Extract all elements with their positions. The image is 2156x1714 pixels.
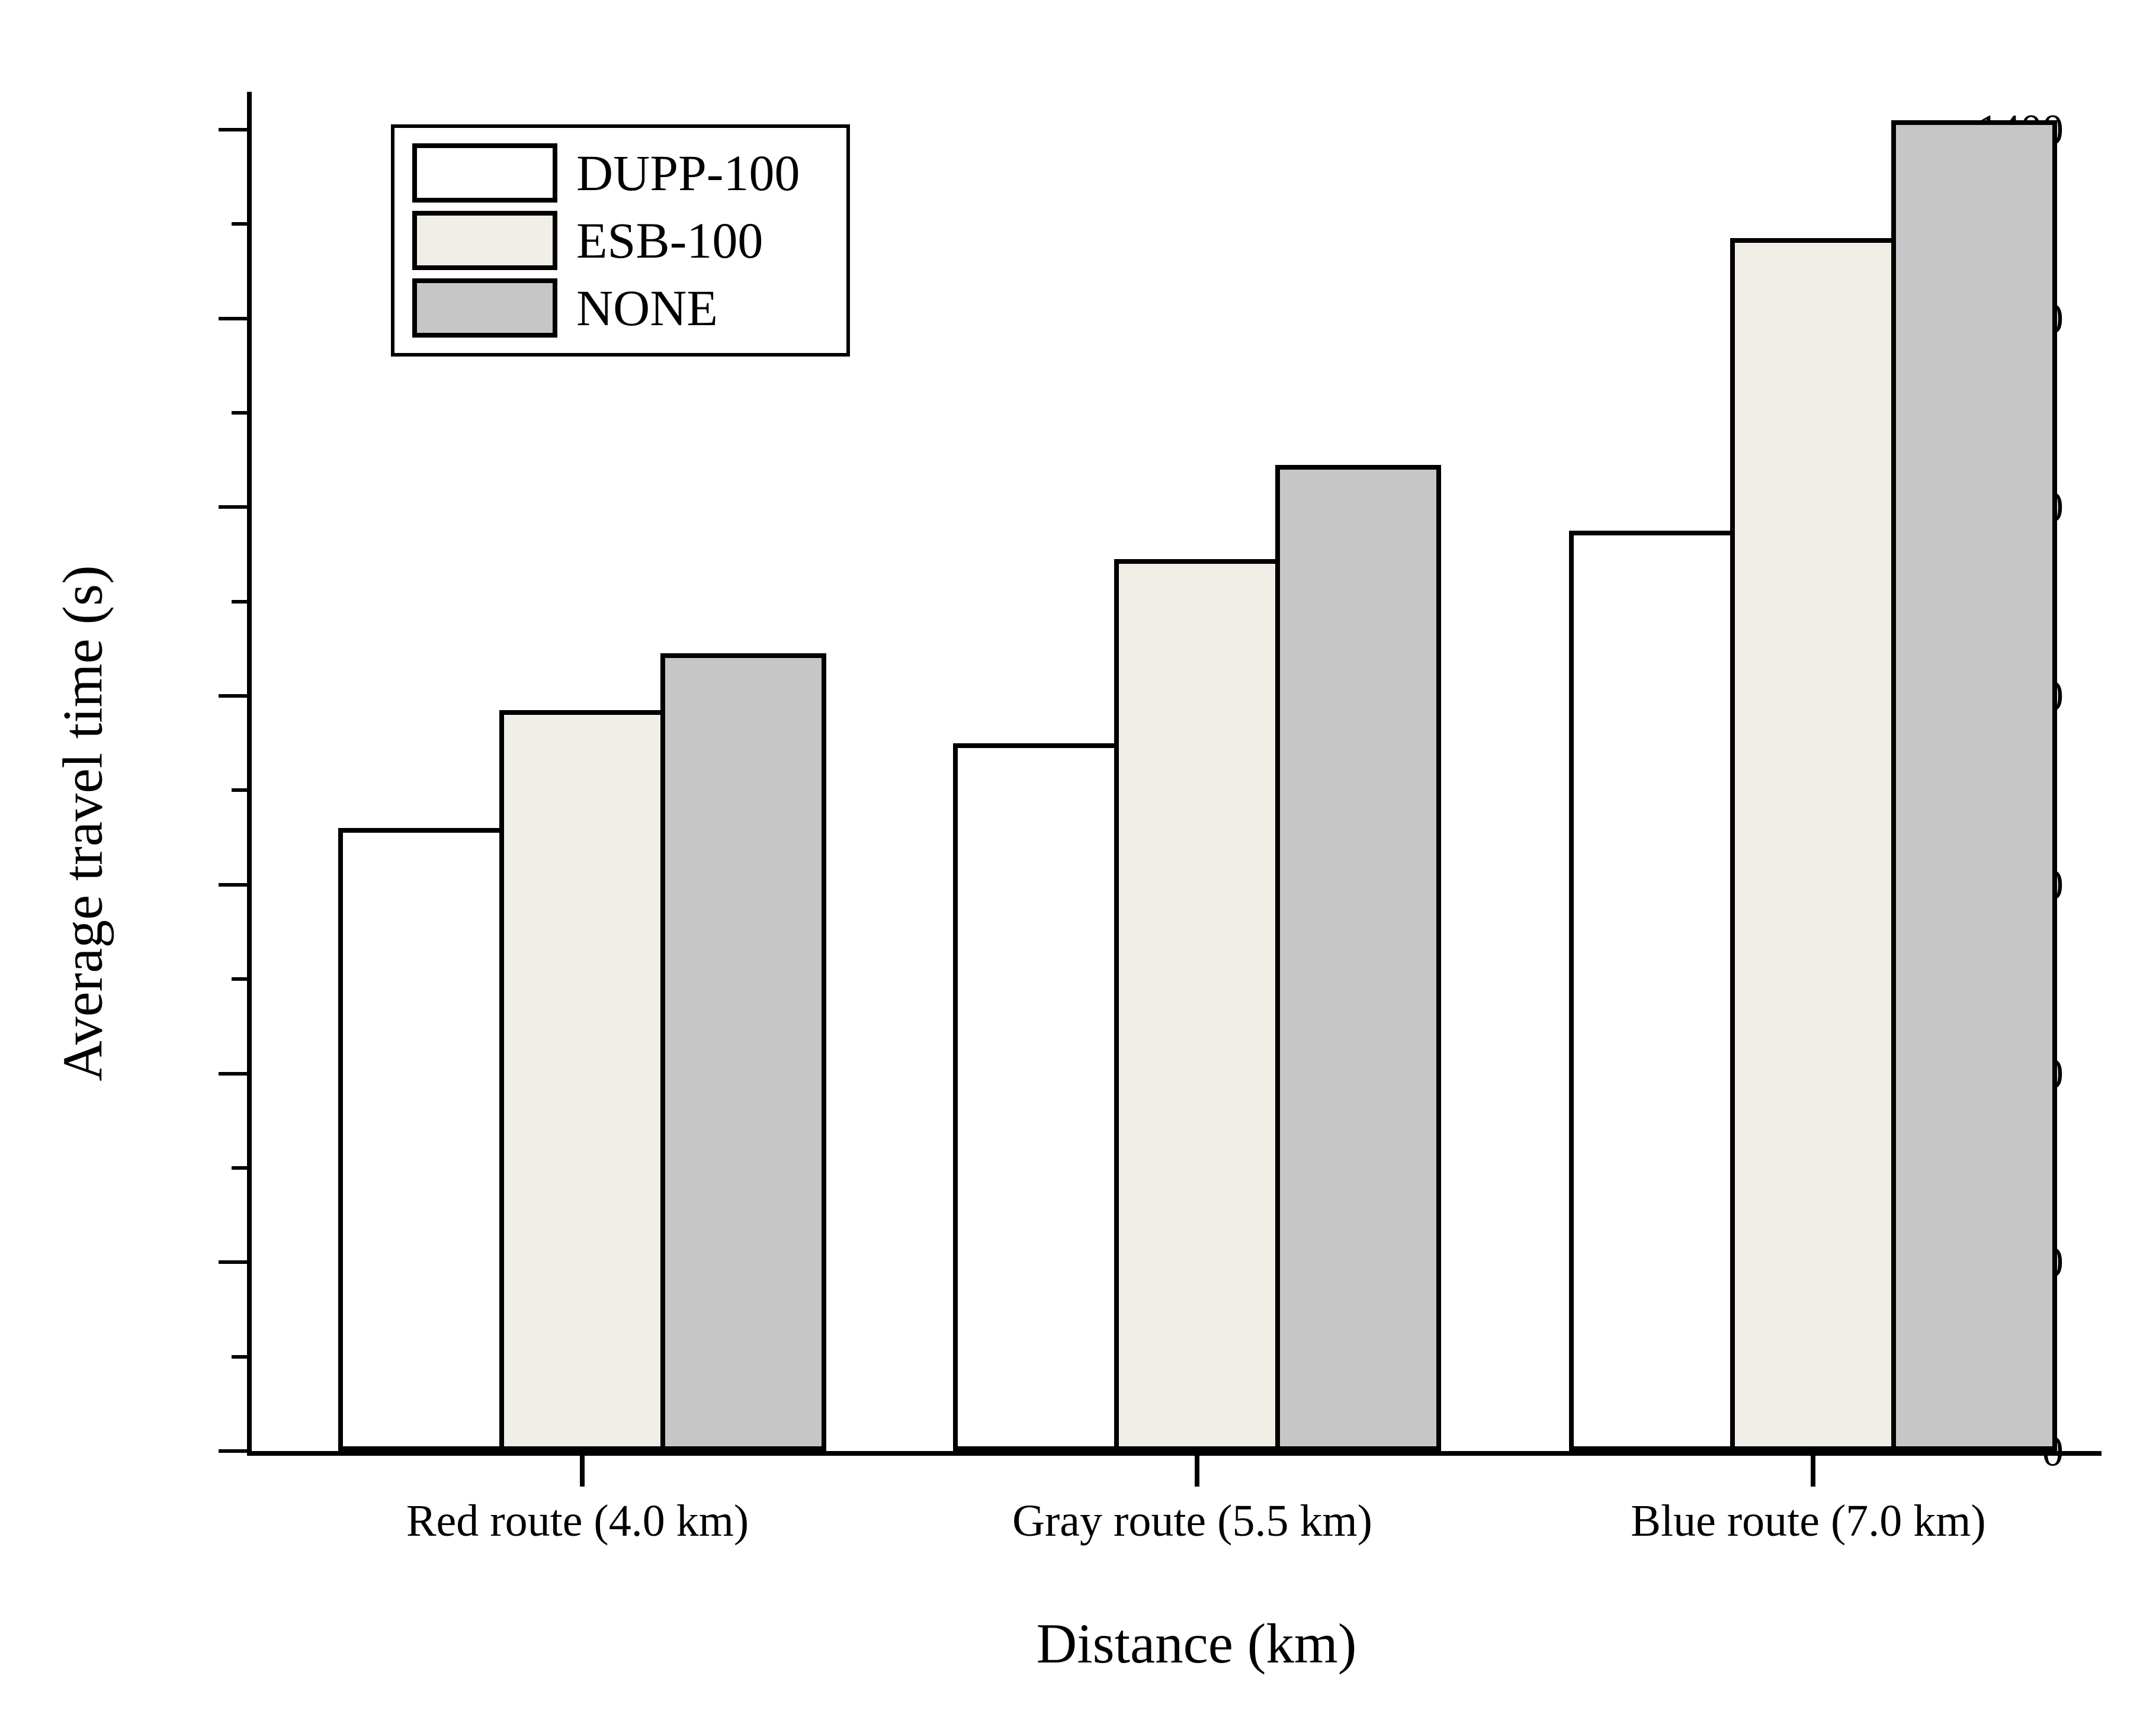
legend-item: NONE: [412, 278, 829, 338]
legend: DUPP-100 ESB-100 NONE: [391, 124, 850, 357]
y-minor-tick: [232, 1354, 247, 1359]
y-minor-tick: [232, 222, 247, 226]
y-minor-tick: [232, 977, 247, 981]
bar-dupp-100: [953, 743, 1119, 1451]
y-axis-title: Average travel time (s): [51, 565, 114, 1081]
bar-cluster: [1569, 120, 2057, 1451]
x-major-tick: [580, 1456, 585, 1487]
bar-esb-100: [1114, 559, 1280, 1451]
x-major-tick: [1195, 1456, 1199, 1487]
legend-label: DUPP-100: [576, 145, 800, 201]
y-major-tick: [219, 316, 247, 320]
y-major-tick: [219, 1449, 247, 1453]
legend-swatch-dupp-100: [412, 143, 557, 203]
x-category-label: Blue route (7.0 km): [1631, 1496, 1986, 1546]
bar-none: [1275, 465, 1441, 1451]
legend-label: ESB-100: [576, 212, 763, 269]
y-minor-tick: [232, 788, 247, 792]
x-category-label: Gray route (5.5 km): [1012, 1496, 1372, 1546]
legend-swatch-none: [412, 278, 557, 338]
bar-cluster: [953, 465, 1441, 1451]
y-major-tick: [219, 505, 247, 509]
legend-swatch-esb-100: [412, 211, 557, 270]
bar-esb-100: [1730, 238, 1896, 1451]
bar-none: [660, 653, 826, 1451]
x-axis-title: Distance (km): [1036, 1612, 1357, 1675]
bar-esb-100: [499, 710, 665, 1451]
bar-dupp-100: [338, 828, 504, 1451]
x-major-tick: [1811, 1456, 1815, 1487]
legend-label: NONE: [576, 280, 718, 336]
y-minor-tick: [232, 1166, 247, 1170]
y-major-tick: [219, 882, 247, 887]
x-category-label: Red route (4.0 km): [406, 1496, 749, 1546]
y-major-tick: [219, 694, 247, 698]
legend-item: ESB-100: [412, 211, 829, 270]
y-minor-tick: [232, 599, 247, 604]
plot-area: 0200400600800100012001400: [219, 92, 2102, 1487]
bar-none: [1891, 120, 2057, 1451]
bar-dupp-100: [1569, 531, 1735, 1451]
y-major-tick: [219, 1260, 247, 1264]
y-major-tick: [219, 127, 247, 131]
bar-cluster: [338, 653, 826, 1451]
y-major-tick: [219, 1071, 247, 1076]
legend-item: DUPP-100: [412, 143, 829, 203]
y-minor-tick: [232, 410, 247, 415]
